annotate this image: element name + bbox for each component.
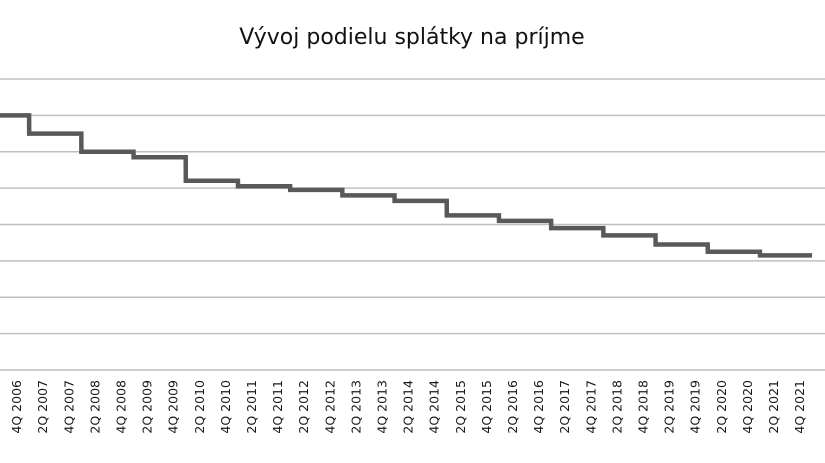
x-tick-label: 2Q 2008 [87,380,102,434]
x-tick-label: 2Q 2018 [609,380,624,434]
series-group [0,113,813,258]
x-tick-label: 4Q 2019 [688,380,703,434]
x-tick-label: 2Q 2016 [505,380,520,434]
x-tick-label: 4Q 2021 [792,380,807,434]
x-tick-label: 4Q 2020 [740,380,755,434]
x-tick-label: 4Q 2018 [636,380,651,434]
x-tick-label: 4Q 2013 [375,380,390,434]
x-tick-label: 4Q 2017 [583,380,598,434]
x-tick-label: 4Q 2015 [479,380,494,434]
x-tick-label: 4Q 2009 [166,380,181,434]
series-line-0 [0,113,813,258]
x-tick-label: 2Q 2020 [714,380,729,434]
x-tick-label: 4Q 2010 [218,380,233,434]
x-tick-label: 2Q 2021 [766,380,781,434]
gridlines [0,78,825,371]
x-tick-label: 2Q 2011 [244,380,259,434]
x-tick-label: 2Q 2019 [662,380,677,434]
x-tick-label: 4Q 2007 [61,380,76,434]
x-tick-label: 4Q 2014 [427,380,442,434]
chart-title: Vývoj podielu splátky na príjme [239,25,584,50]
x-tick-label: 2Q 2015 [453,380,468,434]
x-tick-label: 4Q 2011 [270,380,285,434]
x-tick-label: 4Q 2012 [322,380,337,434]
x-tick-label: 4Q 2016 [531,380,546,434]
x-tick-label: 2Q 2009 [140,380,155,434]
x-tick-label: 4Q 2008 [114,380,129,434]
x-tick-label: 2Q 2012 [296,380,311,434]
x-tick-label: 4Q 2006 [9,380,24,434]
x-tick-label: 2Q 2014 [401,380,416,434]
x-tick-label: 2Q 2010 [192,380,207,434]
x-tick-label: 2Q 2007 [35,380,50,434]
x-tick-label: 2Q 2017 [557,380,572,434]
x-tick-label: 2Q 2013 [348,380,363,434]
